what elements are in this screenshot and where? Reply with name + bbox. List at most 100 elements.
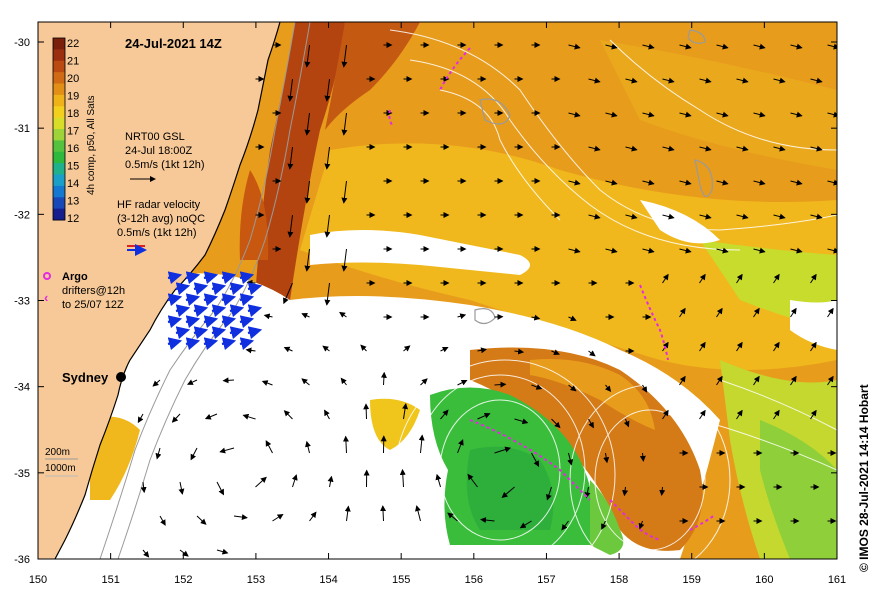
y-tick-label: -36	[14, 554, 30, 566]
hf-arrow	[247, 326, 263, 340]
gsl-arrow	[204, 413, 218, 420]
gsl-arrow	[140, 481, 147, 494]
gsl-arrow	[588, 213, 601, 220]
gsl-arrow	[322, 345, 330, 352]
colorbar-label: 14	[67, 178, 79, 190]
hf-arrow	[193, 326, 209, 340]
sydney-marker-icon	[116, 372, 126, 382]
gsl-arrow	[222, 377, 235, 384]
gsl-arrow	[341, 44, 348, 68]
gsl-arrow	[309, 511, 317, 522]
hf-arrow	[229, 282, 245, 296]
gsl-arrow	[457, 313, 467, 320]
x-tick-label: 150	[29, 574, 47, 586]
hf-arrow	[239, 293, 255, 307]
gsl-arrow	[186, 379, 198, 385]
gsl-arrow	[435, 473, 442, 488]
colorbar-label: 16	[67, 143, 79, 155]
gsl-arrow	[457, 379, 468, 386]
gsl-arrow	[605, 384, 612, 392]
gsl-arrow	[716, 111, 729, 118]
gsl-arrow	[736, 213, 749, 220]
gsl-arrow	[324, 78, 331, 102]
gsl-arrow	[810, 213, 823, 220]
hf-arrow	[203, 271, 219, 285]
gsl-arrow	[588, 77, 601, 84]
hf-arrow	[229, 304, 245, 318]
gsl-arrow	[287, 78, 294, 102]
colorbar-swatch	[53, 38, 65, 50]
gsl-arrow	[324, 282, 331, 306]
gsl-arrow	[605, 247, 618, 254]
gsl-arrow	[304, 248, 311, 272]
colorbar-swatch	[53, 129, 65, 141]
gsl-arrow	[399, 468, 406, 488]
gsl-arrow	[773, 409, 780, 420]
gsl-arrow	[514, 418, 529, 425]
gsl-arrow	[340, 377, 347, 386]
gsl-arrow	[568, 247, 581, 254]
gsl-arrow	[480, 517, 495, 524]
hf-radar-arrows	[167, 271, 263, 351]
gsl-arrow	[659, 486, 666, 496]
gsl-arrow	[641, 384, 648, 393]
argo-icon	[43, 272, 51, 280]
gsl-arrow	[457, 439, 464, 454]
gsl-arrow	[501, 486, 515, 499]
hf-arrow	[247, 304, 263, 318]
gsl-arrow	[420, 378, 428, 386]
gsl-arrow	[551, 349, 560, 355]
gsl-arrow	[736, 145, 749, 152]
hf-arrow	[203, 337, 219, 351]
gsl-arrow	[568, 111, 581, 118]
gsl-arrow	[305, 440, 311, 454]
gsl-arrow	[699, 145, 712, 152]
gsl-arrow	[467, 473, 478, 488]
gsl-arrow	[716, 375, 723, 386]
gsl-arrow	[568, 43, 581, 50]
gsl-arrow	[603, 452, 610, 464]
gsl-arrow	[546, 486, 552, 501]
gsl-arrow	[773, 341, 780, 352]
drifter-icon: ‹	[44, 290, 48, 305]
gsl-arrow	[304, 180, 311, 204]
gsl-arrow	[753, 43, 766, 50]
colorbar-swatch	[53, 197, 65, 210]
gsl-arrow	[171, 413, 181, 423]
gsl-arrow	[324, 214, 331, 238]
gsl-arrow	[418, 434, 425, 454]
colorbar-swatch	[53, 49, 65, 62]
gsl-arrow	[561, 520, 569, 531]
colorbar-label: 21	[67, 56, 79, 68]
gsl-arrow	[179, 549, 189, 557]
argo-legend-label: Argo	[62, 271, 88, 283]
gsl-arrow	[477, 347, 487, 354]
gsl-arrow	[342, 435, 349, 454]
map-plot-area	[38, 22, 837, 559]
hf-arrow	[221, 271, 237, 285]
gsl-arrow	[605, 43, 618, 50]
drifter-track	[689, 514, 716, 531]
gsl-arrow	[773, 145, 786, 152]
colorbar: 22 21 20 19 18 17 16 15 14 13 12 4h comp, p50, All…	[52, 37, 97, 225]
gsl-arrow	[605, 179, 618, 186]
legend: NRT00 GSL 24-Jul 18:00Z 0.5m/s (1kt 12h)…	[43, 131, 205, 477]
gsl-arrow	[415, 505, 421, 522]
colorbar-swatch	[53, 72, 65, 84]
gsl-arrow	[178, 481, 185, 495]
hf-arrow	[203, 293, 219, 307]
gsl-arrow	[216, 548, 229, 555]
hf-arrow	[185, 271, 201, 285]
gsl-arrow	[304, 44, 311, 68]
gsl-arrow	[679, 43, 692, 50]
gsl-arrow	[810, 77, 823, 84]
gsl-arrow	[716, 247, 729, 254]
gsl-arrow	[568, 315, 577, 321]
x-tick-label: 154	[319, 574, 337, 586]
gsl-arrow	[699, 273, 706, 284]
hf-arrow	[221, 315, 237, 329]
gsl-arrow	[642, 111, 655, 118]
gsl-arrow	[196, 515, 207, 525]
gsl-arrow	[588, 145, 601, 152]
x-tick-label: 152	[174, 574, 192, 586]
